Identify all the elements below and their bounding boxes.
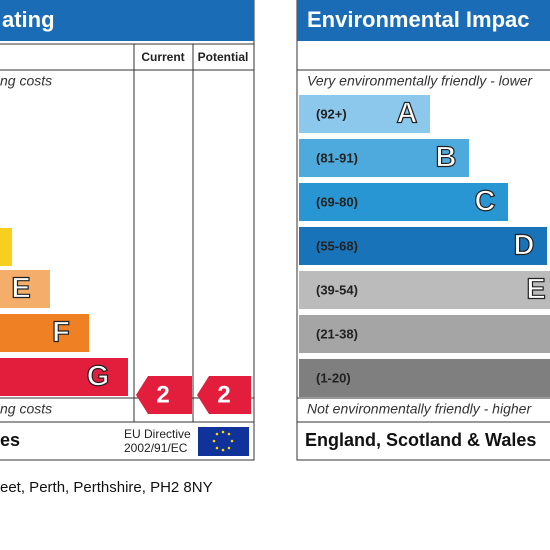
band-bar xyxy=(0,314,89,352)
band-range: (69-80) xyxy=(316,194,358,209)
band-range: (21-38) xyxy=(316,326,358,341)
bottom-note: Not environmentally friendly - higher xyxy=(307,401,532,417)
panel-title: ating xyxy=(2,7,55,32)
header-bar xyxy=(297,0,550,41)
band-range: (92+) xyxy=(316,106,347,121)
column-header: Potential xyxy=(198,50,249,64)
current-arrow xyxy=(136,376,192,414)
band-bar xyxy=(0,358,128,396)
address: eet, Perth, Perthshire, PH2 8NY xyxy=(0,479,213,496)
footer-region: es xyxy=(0,430,20,450)
potential-arrow xyxy=(197,376,251,414)
current-rating: 2 xyxy=(156,381,169,408)
band-range: (55-68) xyxy=(316,238,358,253)
potential-rating: 2 xyxy=(217,381,230,408)
band-letter: G xyxy=(87,361,110,393)
band-letter: E xyxy=(11,273,30,305)
band-bar xyxy=(299,359,550,397)
top-note: ng costs xyxy=(0,73,52,89)
footer-region: England, Scotland & Wales xyxy=(305,430,536,450)
band-bar xyxy=(299,95,430,133)
environment-panel: Environmental Impac Very environmentally… xyxy=(296,0,550,461)
band-range: (1-20) xyxy=(316,370,351,385)
eu-stars xyxy=(212,430,234,452)
directive: 2002/91/EC xyxy=(124,441,188,455)
band-bar xyxy=(0,228,12,266)
top-note: Very environmentally friendly - lower xyxy=(307,73,533,89)
band-letter: E xyxy=(526,274,545,306)
band-bar xyxy=(299,315,550,353)
panel-border xyxy=(296,0,550,461)
bottom-note: ng costs xyxy=(0,401,52,417)
panel-border xyxy=(0,0,255,461)
band-bar xyxy=(299,139,469,177)
band-range: (39-54) xyxy=(316,282,358,297)
band-letter: A xyxy=(397,98,418,130)
band-list: (92+) A (81-91) B (69-80) C (55-68) D (39-54) E (2… xyxy=(299,95,550,397)
band-bar xyxy=(0,270,50,308)
band-bar xyxy=(299,271,550,309)
band-range: (81-91) xyxy=(316,150,358,165)
band-bar xyxy=(299,227,547,265)
band-letter: F xyxy=(52,317,70,349)
band-letter: B xyxy=(436,142,457,174)
panel-title: Environmental Impac xyxy=(307,7,530,32)
energy-panel: ating Current Potential ng costs E F G 2… xyxy=(0,0,255,461)
band-letter: D xyxy=(514,230,535,262)
band-letter: C xyxy=(475,186,496,218)
band-bar xyxy=(299,183,508,221)
header-bar xyxy=(0,0,254,41)
column-header: Current xyxy=(141,50,184,64)
directive: EU Directive xyxy=(124,427,191,441)
